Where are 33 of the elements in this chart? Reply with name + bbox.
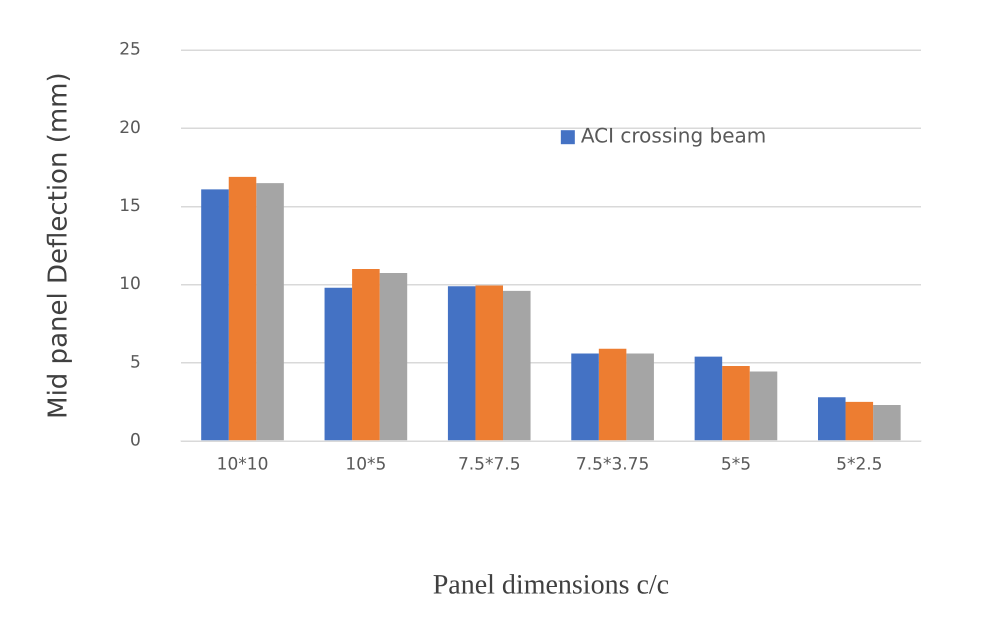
y-tick-label: 15 — [119, 196, 141, 216]
y-axis-title: Mid panel Deflection (mm) — [43, 72, 74, 419]
bar — [503, 290, 531, 440]
bar — [626, 353, 654, 440]
x-tick-label: 10*5 — [345, 454, 386, 475]
x-axis-title: Panel dimensions c/c — [432, 570, 670, 601]
bar — [324, 288, 352, 440]
bar — [722, 366, 750, 440]
bar — [256, 183, 284, 440]
bar — [352, 269, 380, 440]
bar — [873, 405, 901, 440]
y-tick-label: 20 — [119, 118, 141, 138]
y-tick-label: 0 — [130, 430, 141, 450]
bar — [380, 272, 408, 440]
x-tick-label: 10*10 — [216, 454, 268, 475]
y-tick-label: 5 — [130, 352, 141, 372]
bar — [694, 356, 722, 440]
x-tick-label: 5*5 — [720, 454, 752, 475]
bar — [818, 397, 846, 440]
x-tick-label: 7.5*3.75 — [576, 454, 650, 475]
y-tick-label: 10 — [119, 274, 141, 294]
bar — [475, 285, 504, 440]
bar — [846, 402, 874, 440]
x-tick-label: 5*2.5 — [836, 454, 882, 475]
bar — [750, 371, 778, 440]
legend-label: ACI crossing beam — [580, 123, 766, 148]
bar — [201, 189, 229, 440]
bar — [571, 353, 599, 440]
bar — [598, 348, 626, 440]
bar — [448, 286, 476, 440]
y-tick-label: 25 — [119, 40, 141, 60]
bar — [228, 176, 256, 440]
x-tick-label: 7.5*7.5 — [458, 454, 521, 475]
